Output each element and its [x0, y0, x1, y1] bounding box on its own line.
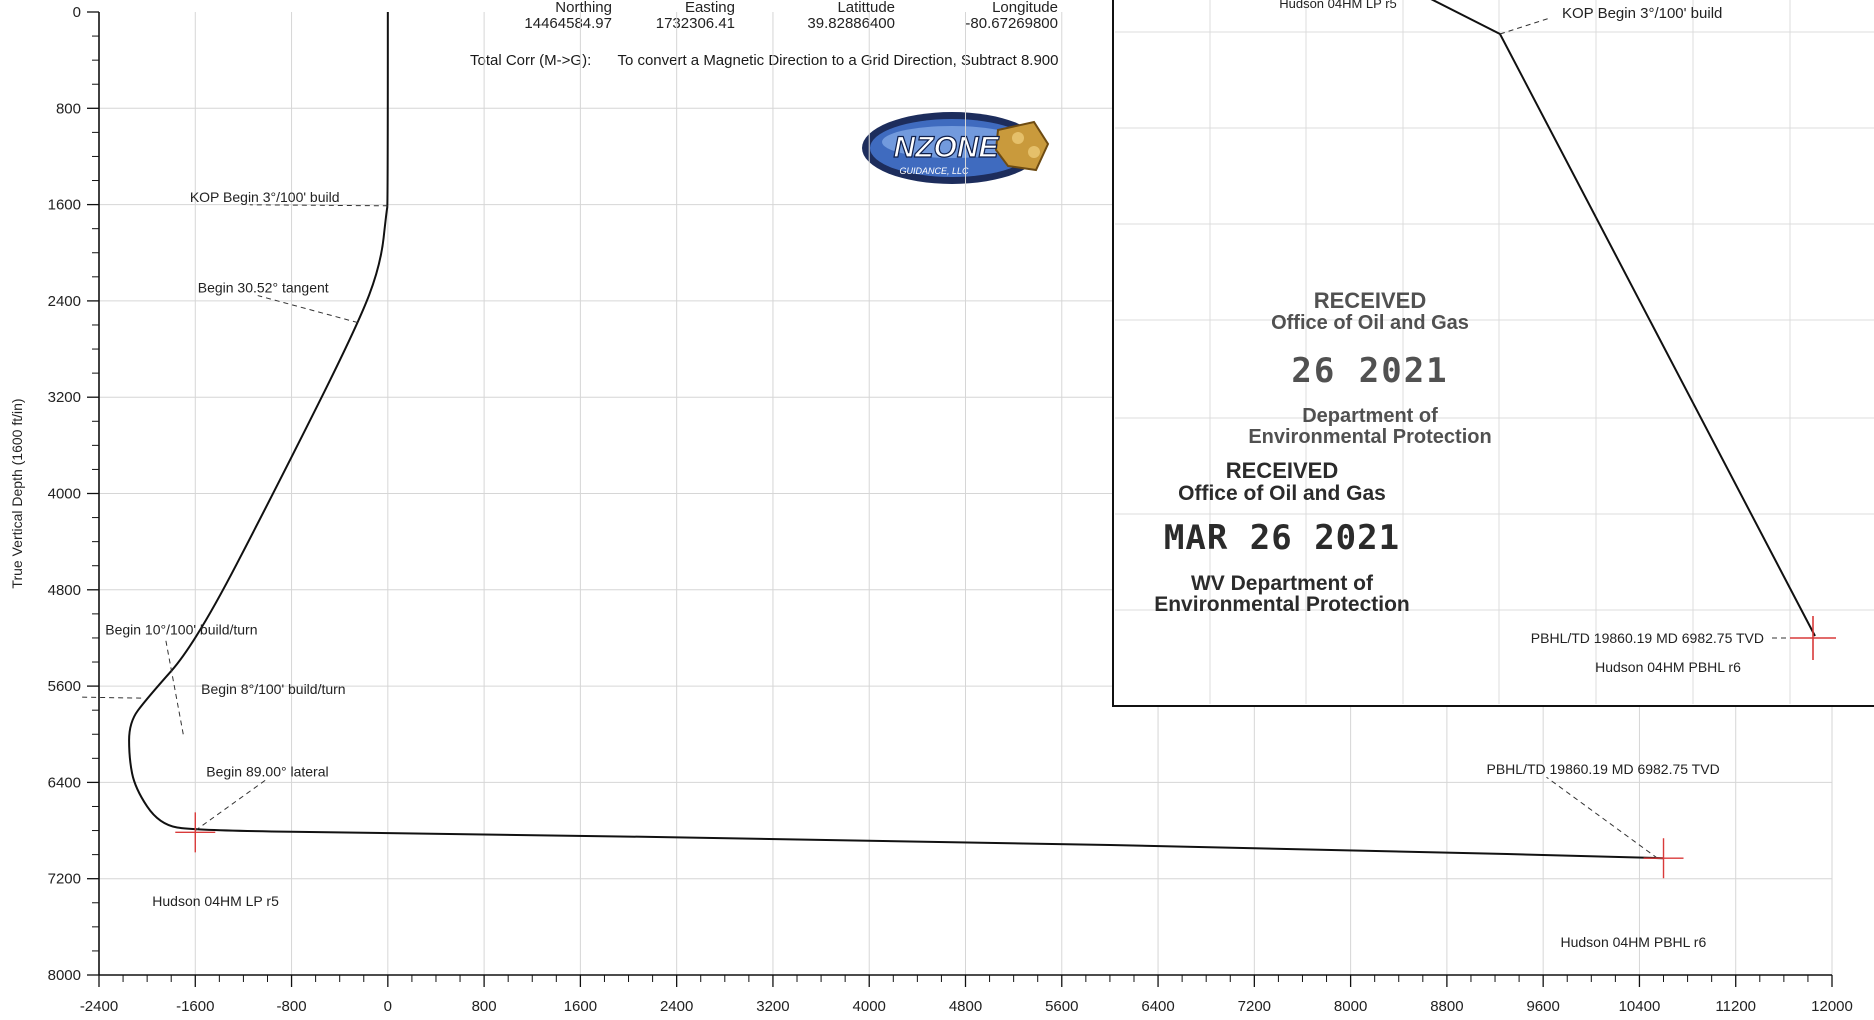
annotation-leader: [1546, 776, 1658, 859]
longitude-value: -80.67269800: [965, 15, 1058, 32]
annotation-label: Hudson 04HM PBHL r6: [1560, 934, 1706, 950]
x-tick-label: 11200: [1715, 998, 1756, 1015]
header-latitude: Latittude 39.82886400: [780, 0, 895, 32]
annotation-label: Hudson 04HM LP r5: [152, 893, 279, 909]
total-corr-row: Total Corr (M->G): To convert a Magnetic…: [470, 52, 1110, 69]
inset-kop-label: KOP Begin 3°/100' build: [1562, 5, 1722, 22]
x-tick-label: 8800: [1430, 998, 1463, 1015]
stamp1-office: Office of Oil and Gas: [1271, 312, 1469, 334]
x-tick-label: 7200: [1238, 998, 1271, 1015]
northing-value: 14464584.97: [524, 15, 612, 32]
inset-pbhl-label: PBHL/TD 19860.19 MD 6982.75 TVD: [1531, 630, 1764, 646]
x-tick-label: 1600: [564, 998, 597, 1015]
stamp2-dept: WV Department of: [1190, 572, 1373, 595]
annotation-leader: [81, 696, 142, 699]
axes: [87, 11, 1833, 987]
x-tick-label: 2400: [660, 998, 693, 1015]
logo-subtext: GUIDANCE, LLC: [899, 166, 969, 176]
logo-text: NZONE: [894, 131, 1000, 164]
annotation-label: PBHL/TD 19860.19 MD 6982.75 TVD: [1486, 761, 1719, 777]
y-tick-label: 3200: [48, 389, 81, 406]
inset-target-cross: [1790, 616, 1836, 660]
latitude-value: 39.82886400: [807, 15, 895, 32]
annotation-label: Begin 30.52° tangent: [198, 280, 329, 296]
x-tick-label: -1600: [176, 998, 214, 1015]
total-corr-label: Total Corr (M->G):: [470, 52, 592, 69]
wellbore-curve: [128, 11, 1664, 860]
stamp2-office: Office of Oil and Gas: [1178, 482, 1386, 505]
y-tick-label: 5600: [48, 678, 81, 695]
annotation-label: Begin 89.00° lateral: [206, 764, 328, 780]
annotation-label: Begin 8°/100' build/turn: [201, 681, 345, 697]
well-profile-line: [128, 11, 1664, 860]
longitude-label: Longitude: [992, 0, 1058, 16]
x-tick-label: 8000: [1334, 998, 1367, 1015]
x-tick-label: 10400: [1619, 998, 1661, 1015]
easting-label: Easting: [684, 0, 735, 16]
annotation-leader: [164, 637, 184, 735]
northing-label: Northing: [555, 0, 612, 16]
stamp1-dept: Department of: [1302, 405, 1438, 427]
x-tick-label: 4800: [949, 998, 982, 1015]
stamp1-protection: Environmental Protection: [1248, 426, 1492, 448]
x-tick-label: 12000: [1811, 998, 1853, 1015]
inset-pbhl-name: Hudson 04HM PBHL r6: [1595, 659, 1741, 675]
annotation-leader: [194, 779, 267, 831]
y-tick-label: 2400: [48, 293, 81, 310]
header-easting: Easting 1732306.41: [625, 0, 735, 32]
y-tick-label: 6400: [48, 774, 81, 791]
y-tick-label: 4000: [48, 486, 81, 503]
header-longitude: Longitude -80.67269800: [930, 0, 1058, 32]
received-stamp: RECEIVED Office of Oil and Gas MAR 26 20…: [1152, 458, 1412, 617]
x-tick-label: 800: [472, 998, 497, 1015]
company-logo: NZONE GUIDANCE, LLC: [858, 108, 1058, 192]
x-tick-label: 9600: [1526, 998, 1559, 1015]
x-tick-label: -800: [277, 998, 307, 1015]
inset-frame: [1112, 0, 1874, 707]
y-tick-label: 4800: [48, 582, 81, 599]
y-tick-label: 0: [73, 4, 81, 21]
x-tick-labels: -2400 -1600 -800 0 800 1600 2400 3200 4000 4800 56…: [80, 998, 1853, 1015]
stamp2-received: RECEIVED: [1225, 458, 1339, 483]
x-tick-label: 4000: [853, 998, 886, 1015]
chart-annotations: KOP Begin 3°/100' build Begin 30.52° tang…: [81, 189, 1720, 950]
annotation-label: Begin 10°/100' build/turn: [105, 621, 257, 637]
total-corr-text: To convert a Magnetic Direction to a Gri…: [617, 52, 1059, 69]
latitude-label: Latittude: [837, 0, 895, 16]
annotation-label: KOP Begin 3°/100' build: [190, 189, 340, 205]
stamp1-date: 26 2021: [1291, 351, 1449, 391]
inset-grid: [1115, 0, 1874, 704]
y-tick-label: 8000: [48, 967, 81, 984]
header-northing: Northing 14464584.97: [500, 0, 612, 32]
logo-graphic: NZONE GUIDANCE, LLC: [862, 112, 1050, 184]
y-tick-label: 7200: [48, 871, 81, 888]
y-tick-label: 1600: [48, 197, 81, 214]
inset-top-label: Hudson 04HM LP r5: [1279, 0, 1397, 11]
y-tick-label: 800: [56, 100, 81, 117]
stamp2-date: MAR 26 2021: [1163, 518, 1401, 558]
x-tick-label: 0: [384, 998, 392, 1015]
x-tick-label: 3200: [756, 998, 789, 1015]
stamp1-received: RECEIVED: [1313, 288, 1427, 313]
stamp2-protection: Environmental Protection: [1154, 593, 1410, 616]
y-tick-labels: 0 800 1600 2400 3200 4000 4800 5600 6400 7200 8000: [48, 4, 81, 984]
easting-value: 1732306.41: [655, 15, 735, 32]
x-tick-label: -2400: [80, 998, 118, 1015]
x-tick-label: 5600: [1045, 998, 1078, 1015]
x-tick-label: 6400: [1141, 998, 1174, 1015]
received-stamp-faint: RECEIVED Office of Oil and Gas 26 2021 D…: [1240, 288, 1500, 449]
y-axis-label: True Vertical Depth (1600 ft/in): [9, 398, 25, 588]
